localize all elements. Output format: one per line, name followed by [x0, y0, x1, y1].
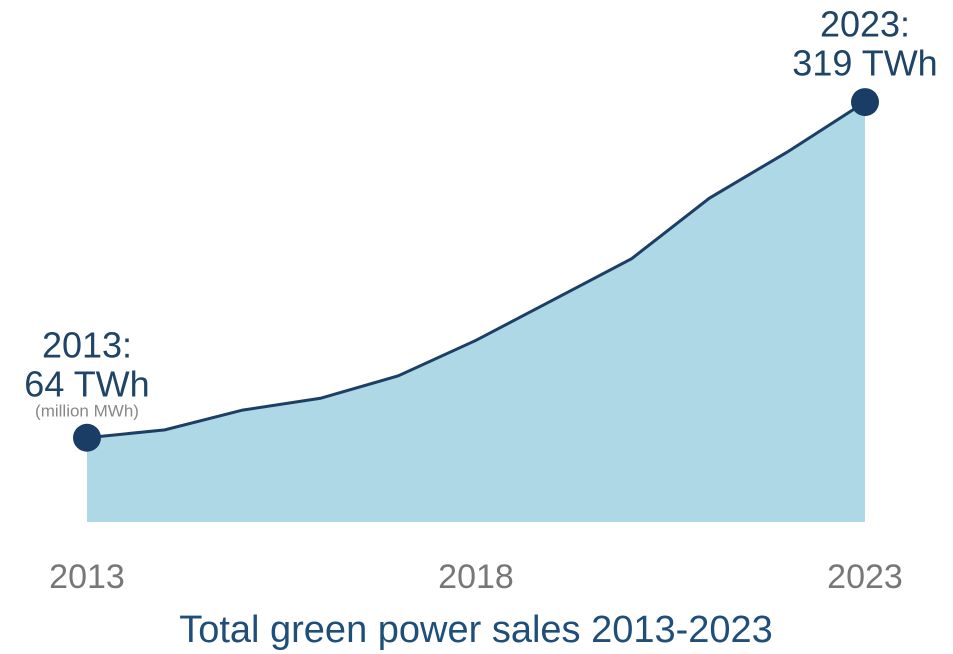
x-tick-label: 2018 [438, 558, 514, 596]
unit-note: (million MWh) [35, 401, 139, 420]
value-label: 64 TWh [24, 364, 149, 405]
x-tick-label: 2023 [827, 558, 903, 596]
x-tick-label: 2013 [49, 558, 125, 596]
area [87, 102, 865, 522]
annotation: 2023: [820, 4, 910, 45]
value-label: 319 TWh [792, 43, 937, 84]
line [86, 100, 866, 440]
annotation: 2013: [42, 325, 132, 366]
marker [73, 423, 101, 452]
chart-title: Total green power sales 2013-2023 [179, 609, 773, 651]
marker [851, 88, 879, 117]
